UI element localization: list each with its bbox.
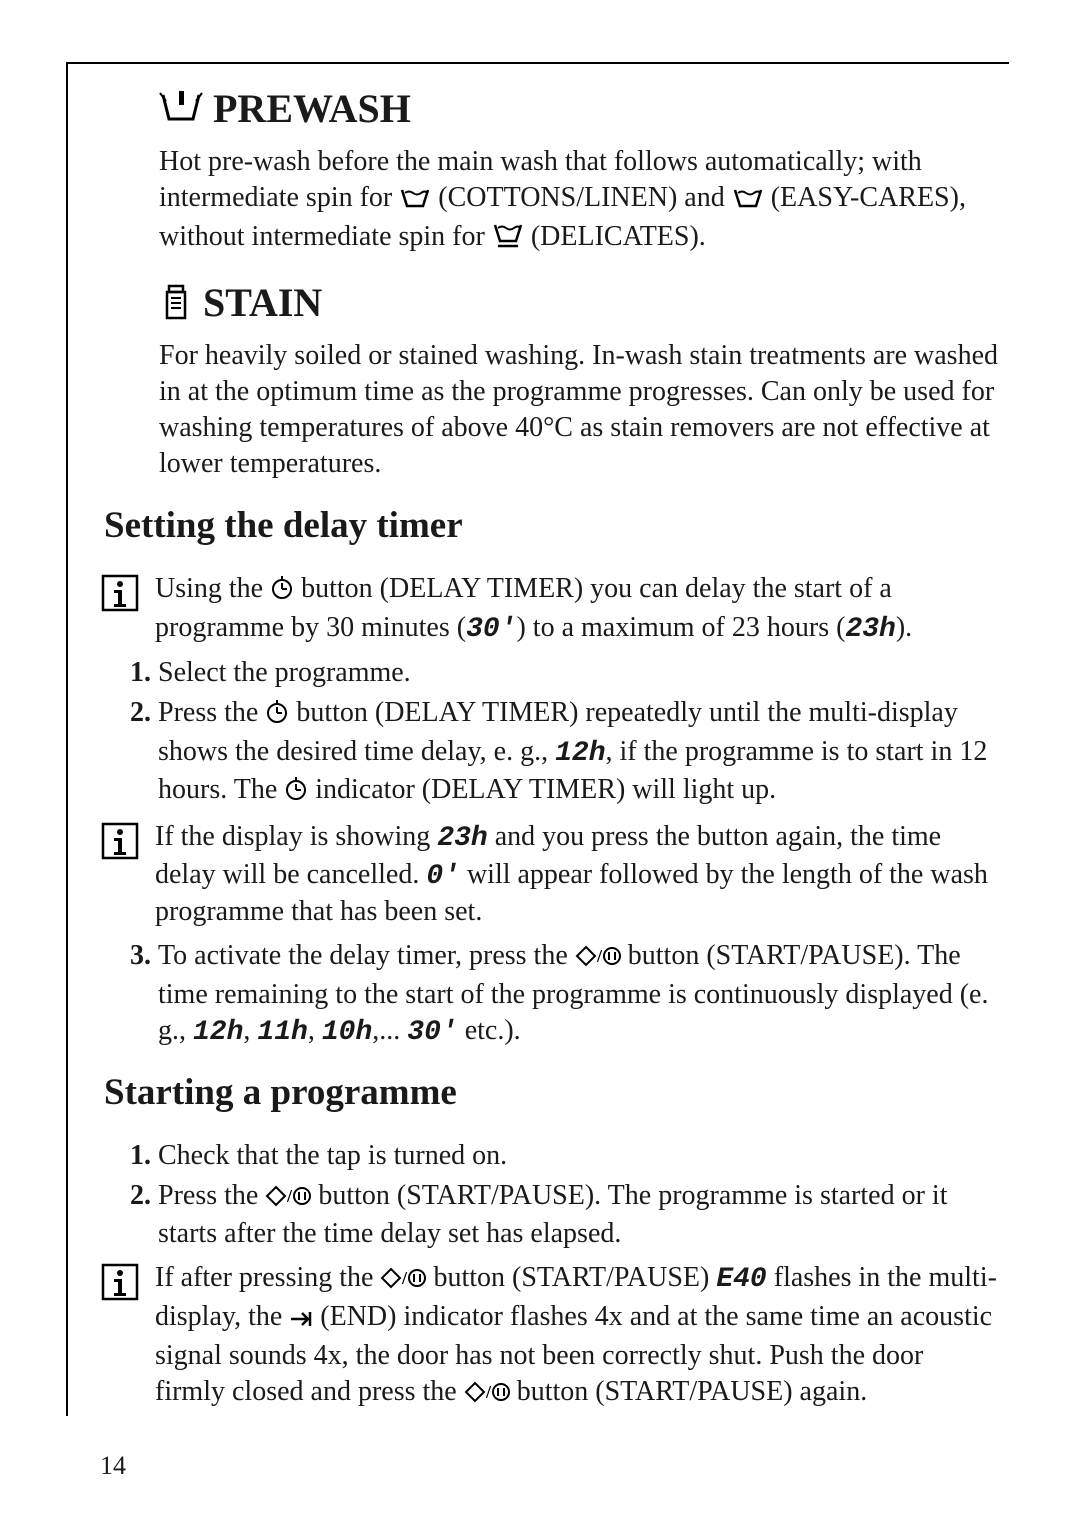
text: (DELICATES). — [524, 221, 706, 252]
info-icon — [100, 600, 140, 617]
text: Press the — [158, 1180, 265, 1211]
start-steps: 1. Check that the tap is turned on. 2. P… — [130, 1138, 1000, 1252]
delay-info-2: If the display is showing 23h and you pr… — [100, 819, 1000, 930]
step-number: 2. — [130, 695, 158, 810]
step-number: 1. — [130, 655, 158, 691]
step-number: 2. — [130, 1178, 158, 1253]
stain-heading: STAIN — [159, 279, 1000, 326]
step-number: 1. — [130, 1138, 158, 1174]
page-content: PREWASH Hot pre-wash before the main was… — [100, 85, 1000, 1421]
prewash-heading: PREWASH — [159, 85, 1000, 132]
start-pause-icon: / — [464, 1377, 510, 1413]
clock-icon — [265, 698, 289, 734]
step-text: Press the button (DELAY TIMER) repeatedl… — [158, 695, 1000, 810]
digital-text: 23h — [437, 823, 487, 854]
svg-text:/: / — [401, 1268, 408, 1288]
digital-text: 12h — [193, 1017, 243, 1048]
digital-text: 30' — [407, 1017, 457, 1048]
start-pause-icon: / — [380, 1263, 426, 1299]
text: ). — [896, 612, 912, 643]
step-text: Check that the tap is turned on. — [158, 1138, 1000, 1174]
digital-text: E40 — [716, 1264, 766, 1295]
delay-heading: Setting the delay timer — [104, 504, 1000, 547]
svg-text:/: / — [485, 1382, 492, 1402]
page-number: 14 — [100, 1451, 126, 1481]
clock-icon — [284, 775, 308, 811]
stain-title: STAIN — [203, 279, 322, 326]
text: If after pressing the — [155, 1262, 380, 1293]
start-pause-icon: / — [575, 941, 621, 977]
digital-text: 23h — [845, 614, 895, 645]
digital-text: 10h — [322, 1017, 372, 1048]
text: indicator (DELAY TIMER) will light up. — [308, 774, 776, 805]
start-pause-icon: / — [265, 1181, 311, 1217]
delay-step-3-list: 3. To activate the delay timer, press th… — [130, 938, 1000, 1050]
text: button (START/PAUSE) — [426, 1262, 716, 1293]
prewash-title: PREWASH — [213, 85, 411, 132]
step-text: To activate the delay timer, press the /… — [158, 938, 1000, 1050]
delay-info-1: Using the button (DELAY TIMER) you can d… — [100, 571, 1000, 648]
text: , — [243, 1015, 257, 1046]
tub-icon — [732, 183, 764, 219]
delay-steps: 1. Select the programme. 2. Press the bu… — [130, 655, 1000, 810]
text: Using the — [155, 573, 270, 604]
text: (COTTONS/LINEN) and — [431, 182, 731, 213]
tub-bar-icon — [492, 222, 524, 258]
delay-step-1: 1. Select the programme. — [130, 655, 1000, 691]
step-number: 3. — [130, 938, 158, 1050]
clock-icon — [270, 574, 294, 610]
stain-body: For heavily soiled or stained washing. I… — [159, 338, 1000, 481]
start-step-1: 1. Check that the tap is turned on. — [130, 1138, 1000, 1174]
end-arrow-icon — [289, 1302, 313, 1338]
prewash-body: Hot pre-wash before the main wash that f… — [159, 144, 1000, 257]
digital-text: 12h — [555, 738, 605, 769]
text: ,... — [372, 1015, 407, 1046]
delay-step-2: 2. Press the button (DELAY TIMER) repeat… — [130, 695, 1000, 810]
tub-icon — [399, 183, 431, 219]
text: Press the — [158, 697, 265, 728]
text: button (START/PAUSE) again. — [510, 1376, 868, 1407]
info-icon — [100, 848, 140, 865]
step-text: Select the programme. — [158, 655, 1000, 691]
text: If the display is showing — [155, 821, 437, 852]
svg-text:/: / — [596, 946, 603, 966]
stain-icon — [159, 284, 193, 322]
text: To activate the delay timer, press the — [158, 940, 575, 971]
start-info: If after pressing the / button (START/PA… — [100, 1260, 1000, 1412]
step-text: Press the / button (START/PAUSE). The pr… — [158, 1178, 1000, 1253]
digital-text: 0' — [426, 861, 460, 892]
text: ) to a maximum of 23 hours ( — [516, 612, 845, 643]
digital-text: 30' — [466, 614, 516, 645]
digital-text: 11h — [257, 1017, 307, 1048]
start-heading: Starting a programme — [104, 1071, 1000, 1114]
prewash-icon — [159, 91, 203, 127]
svg-text:/: / — [286, 1186, 293, 1206]
delay-step-3: 3. To activate the delay timer, press th… — [130, 938, 1000, 1050]
text: etc.). — [458, 1015, 521, 1046]
info-icon — [100, 1289, 140, 1306]
text: , — [308, 1015, 322, 1046]
start-step-2: 2. Press the / button (START/PAUSE). The… — [130, 1178, 1000, 1253]
